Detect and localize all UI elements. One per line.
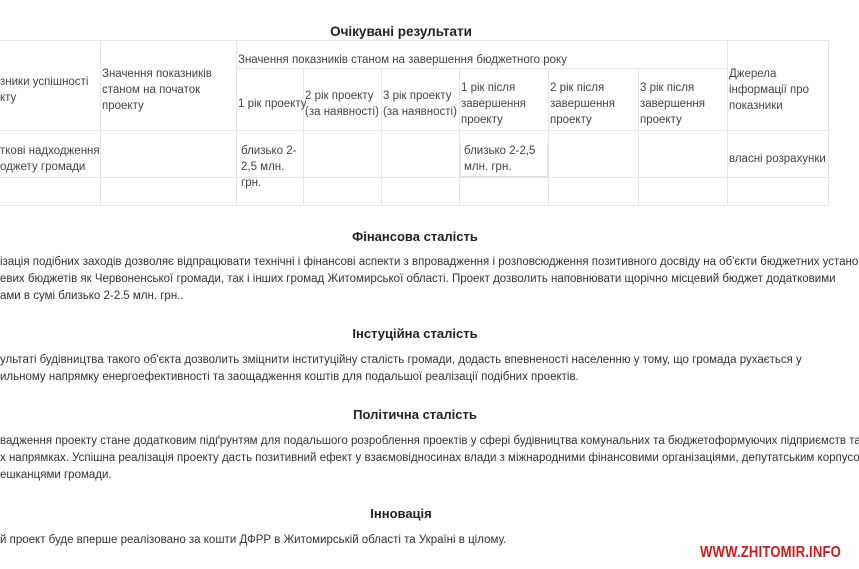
section-title: Інстуційна сталість xyxy=(352,326,478,341)
paragraph-line: ешканцями громади. xyxy=(0,469,112,481)
header-indicators: зники успішності кту xyxy=(0,74,88,106)
section-title: Політична сталість xyxy=(353,407,477,422)
paragraph-line: ильному напрямку енергоефективності та з… xyxy=(0,371,579,383)
header-after1: 1 рік після завершення проекту xyxy=(461,82,526,126)
section-title: Фінансова сталість xyxy=(352,229,478,244)
header-end-value-group: Значення показників станом на завершення… xyxy=(238,54,567,66)
row-after1-value: близько 2-2,5 млн. грн. xyxy=(460,143,548,177)
header-after2: 2 рік після завершення проекту xyxy=(550,82,615,126)
header-year2: 2 рік проекту (за наявності) xyxy=(305,90,379,118)
watermark-logo: WWW.ZHITOMIR.INFO xyxy=(700,544,842,561)
paragraph-line: ультаті будівництва такого об'єкта дозво… xyxy=(0,354,802,366)
paragraph-line: вадження проекту стане додатковим підґру… xyxy=(0,435,859,447)
header-year1: 1 рік проекту xyxy=(238,98,307,110)
header-after3: 3 рік після завершення проекту xyxy=(640,82,705,126)
row-indicator-line: оджету громади xyxy=(0,161,86,173)
paragraph-line: й проект буде вперше реалізовано за кошт… xyxy=(0,534,507,546)
paragraph-line: ами в сумі близько 2-2.5 млн. грн.. xyxy=(0,290,184,302)
row-indicator-line: ткові надходження xyxy=(0,145,100,157)
header-year3: 3 рік проекту (за наявності) xyxy=(383,90,457,118)
section-title: Інновація xyxy=(370,506,432,521)
paragraph-line: х напрямках. Успішна реалізація проекту … xyxy=(0,452,859,464)
row-sources-value: власні розрахунки xyxy=(729,153,826,165)
header-indicators-line: зники успішності xyxy=(0,76,89,88)
header-indicators-line: кту xyxy=(0,92,17,104)
row-indicator: ткові надходження оджету громади xyxy=(0,143,100,175)
results-title: Очікувані результати xyxy=(330,24,472,39)
row-year1-value: близько 2-2,5 млн. грн. xyxy=(241,145,297,189)
header-sources: Джерела інформації про показники xyxy=(729,68,810,112)
header-start-value: Значення показників станом на початок пр… xyxy=(102,68,212,112)
paragraph-line: ізація подібних заходів дозволяє відпрац… xyxy=(0,256,859,268)
paragraph-line: евих бюджетів як Червоненської громади, … xyxy=(0,273,836,285)
